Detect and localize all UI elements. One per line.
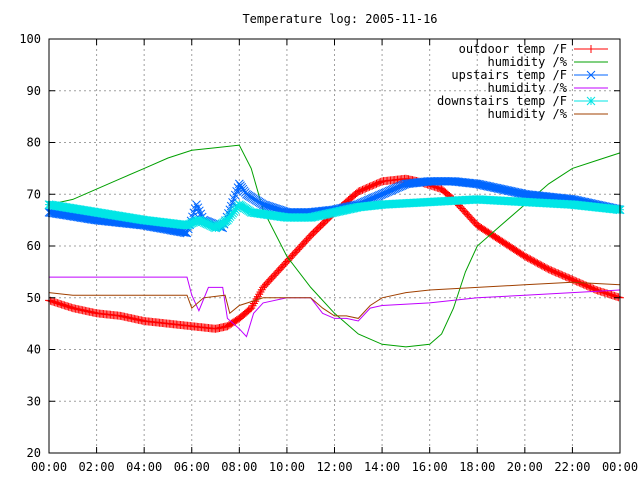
y-tick-label: 40 bbox=[27, 343, 41, 357]
x-tick-label: 10:00 bbox=[269, 460, 305, 474]
series-line bbox=[48, 281, 621, 319]
x-tick-label: 02:00 bbox=[79, 460, 115, 474]
x-tick-label: 00:00 bbox=[602, 460, 638, 474]
series-line bbox=[49, 276, 621, 338]
x-tick-label: 00:00 bbox=[31, 460, 67, 474]
x-tick-label: 14:00 bbox=[364, 460, 400, 474]
y-tick-label: 90 bbox=[27, 84, 41, 98]
y-tick-label: 80 bbox=[27, 136, 41, 150]
series-4 bbox=[49, 276, 621, 338]
y-tick-label: 60 bbox=[27, 239, 41, 253]
x-tick-label: 22:00 bbox=[554, 460, 590, 474]
legend-swatch-marker bbox=[587, 45, 595, 53]
x-tick-label: 16:00 bbox=[412, 460, 448, 474]
y-tick-label: 100 bbox=[19, 32, 41, 46]
legend-label: humidity /% bbox=[488, 107, 568, 121]
x-tick-label: 04:00 bbox=[126, 460, 162, 474]
x-tick-label: 08:00 bbox=[221, 460, 257, 474]
legend-label: humidity /% bbox=[488, 55, 568, 69]
legend-swatch-marker bbox=[586, 96, 596, 106]
x-tick-label: 12:00 bbox=[316, 460, 352, 474]
legend-swatch-marker bbox=[586, 70, 596, 80]
series-layer bbox=[44, 144, 625, 348]
y-tick-label: 30 bbox=[27, 394, 41, 408]
series-line bbox=[48, 144, 621, 348]
x-tick-label: 06:00 bbox=[174, 460, 210, 474]
legend-label: downstairs temp /F bbox=[437, 94, 567, 108]
legend-label: upstairs temp /F bbox=[451, 68, 567, 82]
legend-label: humidity /% bbox=[488, 81, 568, 95]
legend-label: outdoor temp /F bbox=[459, 42, 567, 56]
y-tick-label: 50 bbox=[27, 291, 41, 305]
x-tick-label: 18:00 bbox=[459, 460, 495, 474]
y-tick-label: 70 bbox=[27, 187, 41, 201]
y-tick-label: 20 bbox=[27, 446, 41, 460]
series-2 bbox=[48, 144, 621, 348]
x-tick-label: 20:00 bbox=[507, 460, 543, 474]
grid-lines bbox=[49, 39, 620, 453]
series-6 bbox=[48, 281, 621, 319]
chart-title: Temperature log: 2005-11-16 bbox=[242, 12, 437, 26]
